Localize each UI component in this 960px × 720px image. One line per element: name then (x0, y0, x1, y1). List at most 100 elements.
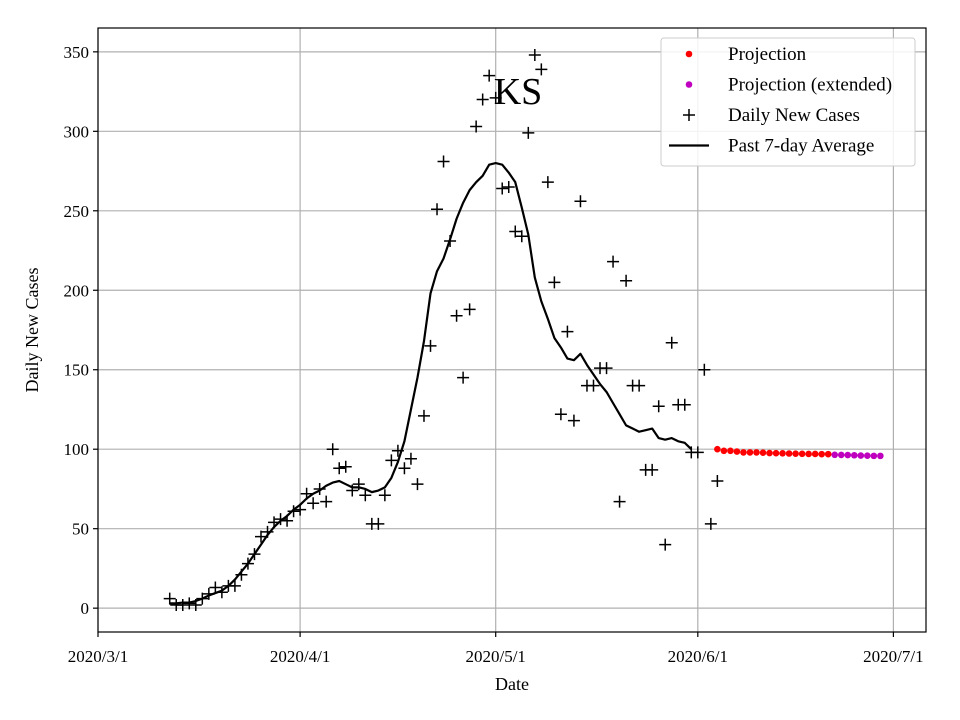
daily-case-point (228, 579, 241, 592)
daily-case-point (711, 475, 724, 487)
daily-case-point (163, 592, 176, 605)
projection-extended-point (857, 452, 865, 459)
y-tick-label: 0 (81, 599, 90, 618)
daily-case-point (541, 176, 554, 189)
daily-case-point (424, 339, 437, 352)
daily-case-point (202, 587, 215, 600)
legend-marker-daily (683, 109, 695, 121)
daily-case-point (352, 478, 365, 491)
projection-extended-point (864, 452, 871, 460)
daily-case-point (646, 463, 659, 476)
x-tick-label: 2020/7/1 (863, 647, 923, 666)
chart-title: KS (494, 71, 543, 113)
y-tick-label: 350 (64, 43, 90, 62)
x-axis-label: Date (495, 674, 529, 694)
legend-label: Past 7-day Average (728, 136, 874, 157)
daily-case-point (698, 363, 711, 376)
average-line-layer (169, 162, 693, 605)
legend-label: Projection (extended) (728, 75, 892, 96)
daily-case-point (391, 444, 404, 457)
y-tick-label: 300 (64, 122, 90, 141)
daily-case-point (307, 497, 320, 510)
legend-marker-projection-extended (685, 81, 693, 88)
daily-case-point (294, 503, 307, 516)
legend-label: Projection (728, 44, 807, 65)
daily-case-point (189, 598, 202, 611)
daily-case-point (372, 517, 385, 530)
daily-case-point (463, 303, 476, 316)
daily-case-point (241, 557, 254, 570)
projection-extended-point (850, 451, 858, 459)
daily-case-point (209, 581, 222, 594)
projection-point (714, 445, 721, 453)
daily-case-point (496, 182, 509, 195)
daily-case-point (444, 234, 457, 247)
daily-case-point (574, 195, 587, 208)
daily-case-point (313, 482, 326, 495)
daily-case-point (320, 495, 333, 508)
daily-case-point (665, 336, 678, 349)
projection-point (779, 450, 786, 457)
daily-case-point (215, 586, 228, 599)
daily-case-point (659, 538, 672, 551)
daily-case-point (567, 414, 580, 427)
daily-case-point (196, 592, 209, 605)
daily-case-point (346, 484, 359, 497)
daily-case-point (587, 379, 600, 392)
daily-case-point (404, 452, 417, 465)
daily-case-point (411, 478, 424, 491)
daily-case-point (274, 513, 287, 526)
daily-case-point (457, 371, 470, 384)
daily-case-point (287, 505, 300, 518)
projection-point (824, 450, 832, 458)
projection-point (753, 449, 760, 456)
daily-case-point (476, 93, 489, 106)
daily-case-point (437, 155, 450, 168)
daily-case-point (398, 462, 411, 475)
daily-case-point (678, 398, 691, 411)
x-tick-label: 2020/4/1 (270, 647, 330, 666)
daily-case-point (502, 180, 515, 193)
daily-case-point (176, 598, 189, 611)
y-tick-label: 100 (64, 440, 90, 459)
legend: Projection Projection (extended) Daily New… (660, 37, 916, 167)
daily-case-point (607, 255, 620, 268)
projection-point (818, 450, 825, 458)
daily-case-point (450, 309, 463, 322)
daily-case-point (483, 69, 496, 82)
daily-case-point (235, 568, 248, 581)
daily-case-point (554, 408, 567, 421)
daily-case-point (620, 274, 633, 287)
projection-extended-point (844, 451, 852, 459)
projection-extended-point (837, 451, 845, 459)
projection-point (746, 449, 754, 456)
daily-case-point (254, 530, 267, 543)
projection-point (740, 449, 747, 456)
y-tick-label: 250 (64, 202, 90, 221)
x-tick-label: 2020/3/1 (68, 647, 128, 666)
daily-case-point (600, 362, 613, 375)
daily-case-point (535, 63, 548, 76)
projection-point (766, 449, 773, 457)
projection-point (785, 450, 793, 457)
x-tick-label: 2020/6/1 (668, 647, 728, 666)
daily-case-point (378, 489, 391, 502)
projection-extended-point (831, 451, 839, 459)
y-tick-label: 50 (72, 520, 89, 539)
daily-case-point (633, 379, 646, 392)
daily-case-point (691, 446, 704, 459)
projection-point (805, 450, 812, 458)
daily-case-point (385, 454, 398, 467)
daily-case-point (339, 460, 352, 473)
projection-layer (714, 445, 884, 460)
legend-box (660, 37, 916, 167)
projection-point (720, 447, 728, 455)
projection-point (792, 450, 799, 457)
daily-case-point (268, 516, 281, 529)
daily-cases-layer (163, 49, 724, 611)
legend-marker-projection (685, 50, 693, 58)
plot-frame (97, 27, 927, 633)
daily-case-point (470, 120, 483, 133)
axis-ticks: 2020/3/1 2020/4/1 2020/5/1 2020/6/1 2020/7/1… (64, 43, 924, 666)
